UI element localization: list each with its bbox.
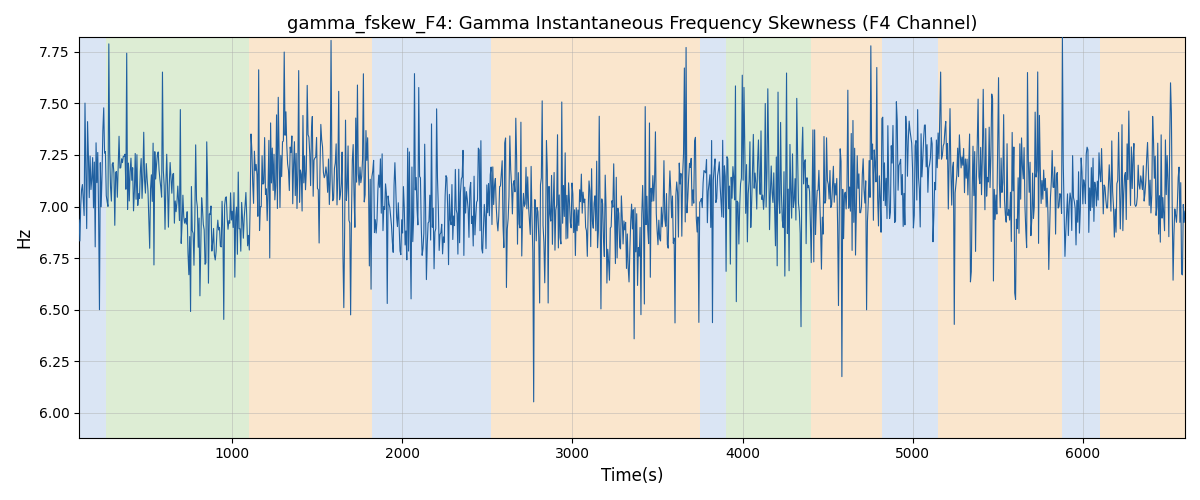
- Bar: [938, 38, 1062, 438]
- Bar: [372, 38, 491, 438]
- X-axis label: Time(s): Time(s): [601, 467, 664, 485]
- Title: gamma_fskew_F4: Gamma Instantaneous Frequency Skewness (F4 Channel): gamma_fskew_F4: Gamma Instantaneous Freq…: [287, 15, 977, 34]
- Y-axis label: Hz: Hz: [14, 227, 32, 248]
- Bar: [1062, 38, 1100, 438]
- Bar: [79, 38, 107, 438]
- Bar: [726, 38, 811, 438]
- Bar: [107, 38, 250, 438]
- Bar: [700, 38, 726, 438]
- Bar: [882, 38, 938, 438]
- Bar: [250, 38, 372, 438]
- Bar: [811, 38, 882, 438]
- Bar: [491, 38, 700, 438]
- Bar: [1100, 38, 1186, 438]
